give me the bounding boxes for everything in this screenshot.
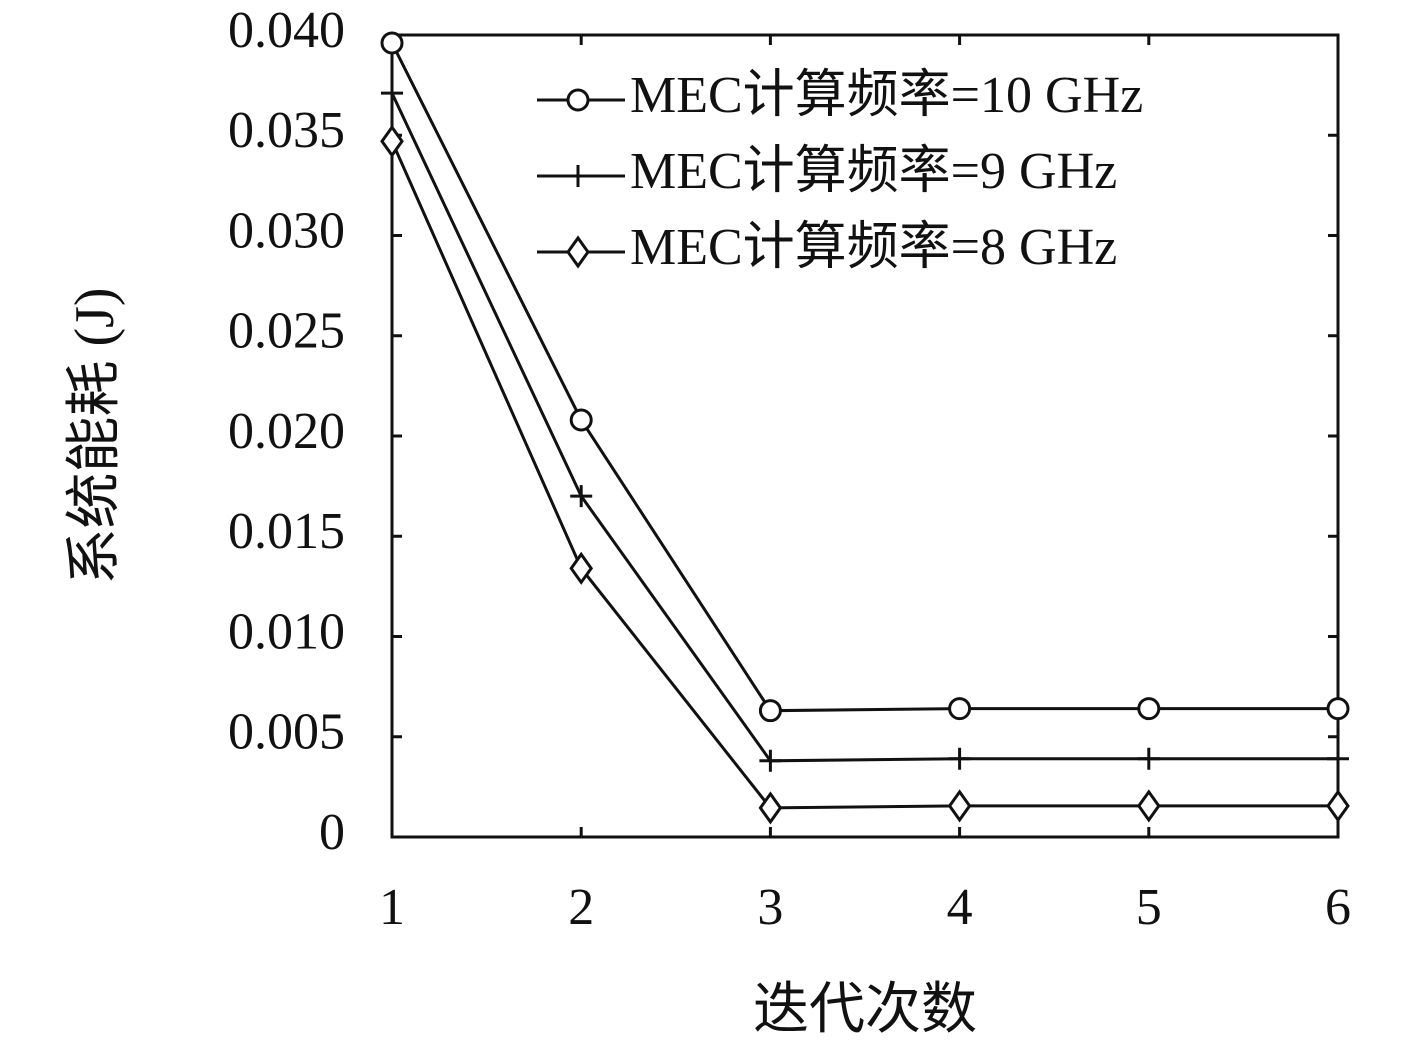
x-axis-label: 迭代次数: [753, 979, 977, 1041]
marker: [1136, 789, 1161, 823]
y-tick-label: 0.025: [228, 303, 345, 360]
y-tick-label: 0.005: [228, 704, 345, 761]
marker: [1137, 697, 1161, 721]
legend-label: MEC计算频率=9 GHz: [630, 143, 1117, 200]
y-tick-label: 0.035: [228, 102, 345, 159]
marker: [1137, 747, 1160, 770]
legend-marker: [567, 165, 589, 187]
y-tick-label: 0: [319, 804, 345, 861]
series-line: [390, 42, 1338, 713]
marker: [758, 699, 782, 723]
y-tick-label: 0.040: [228, 2, 345, 59]
marker: [1326, 697, 1350, 721]
legend-label: MEC计算频率=8 GHz: [630, 219, 1117, 276]
marker: [569, 551, 594, 585]
marker: [758, 791, 783, 825]
legend-marker: [566, 88, 590, 112]
x-tick-label: 1: [379, 879, 405, 936]
series-line: [390, 140, 1338, 810]
x-tick-label: 5: [1136, 879, 1162, 936]
marker: [947, 789, 972, 823]
marker: [948, 697, 972, 721]
x-tick-label: 4: [947, 879, 973, 936]
marker: [1327, 747, 1349, 770]
x-tick-label: 3: [757, 879, 783, 936]
legend-marker: [566, 235, 590, 269]
series-line: [390, 92, 1338, 763]
marker: [380, 124, 404, 158]
x-tick-label: 6: [1325, 879, 1351, 936]
marker: [380, 31, 404, 55]
marker: [948, 747, 971, 770]
y-tick-label: 0.030: [228, 202, 345, 259]
marker: [381, 82, 403, 105]
y-tick-label: 0.010: [228, 603, 345, 660]
marker: [569, 408, 593, 432]
y-tick-label: 0.020: [228, 403, 345, 460]
legend-label: MEC计算频率=10 GHz: [630, 67, 1143, 124]
x-tick-label: 2: [568, 879, 594, 936]
marker: [1326, 789, 1350, 823]
marker: [759, 749, 782, 772]
y-axis-label: 系统能耗 (J): [64, 287, 126, 584]
marker: [570, 485, 593, 508]
y-tick-label: 0.015: [228, 503, 345, 560]
